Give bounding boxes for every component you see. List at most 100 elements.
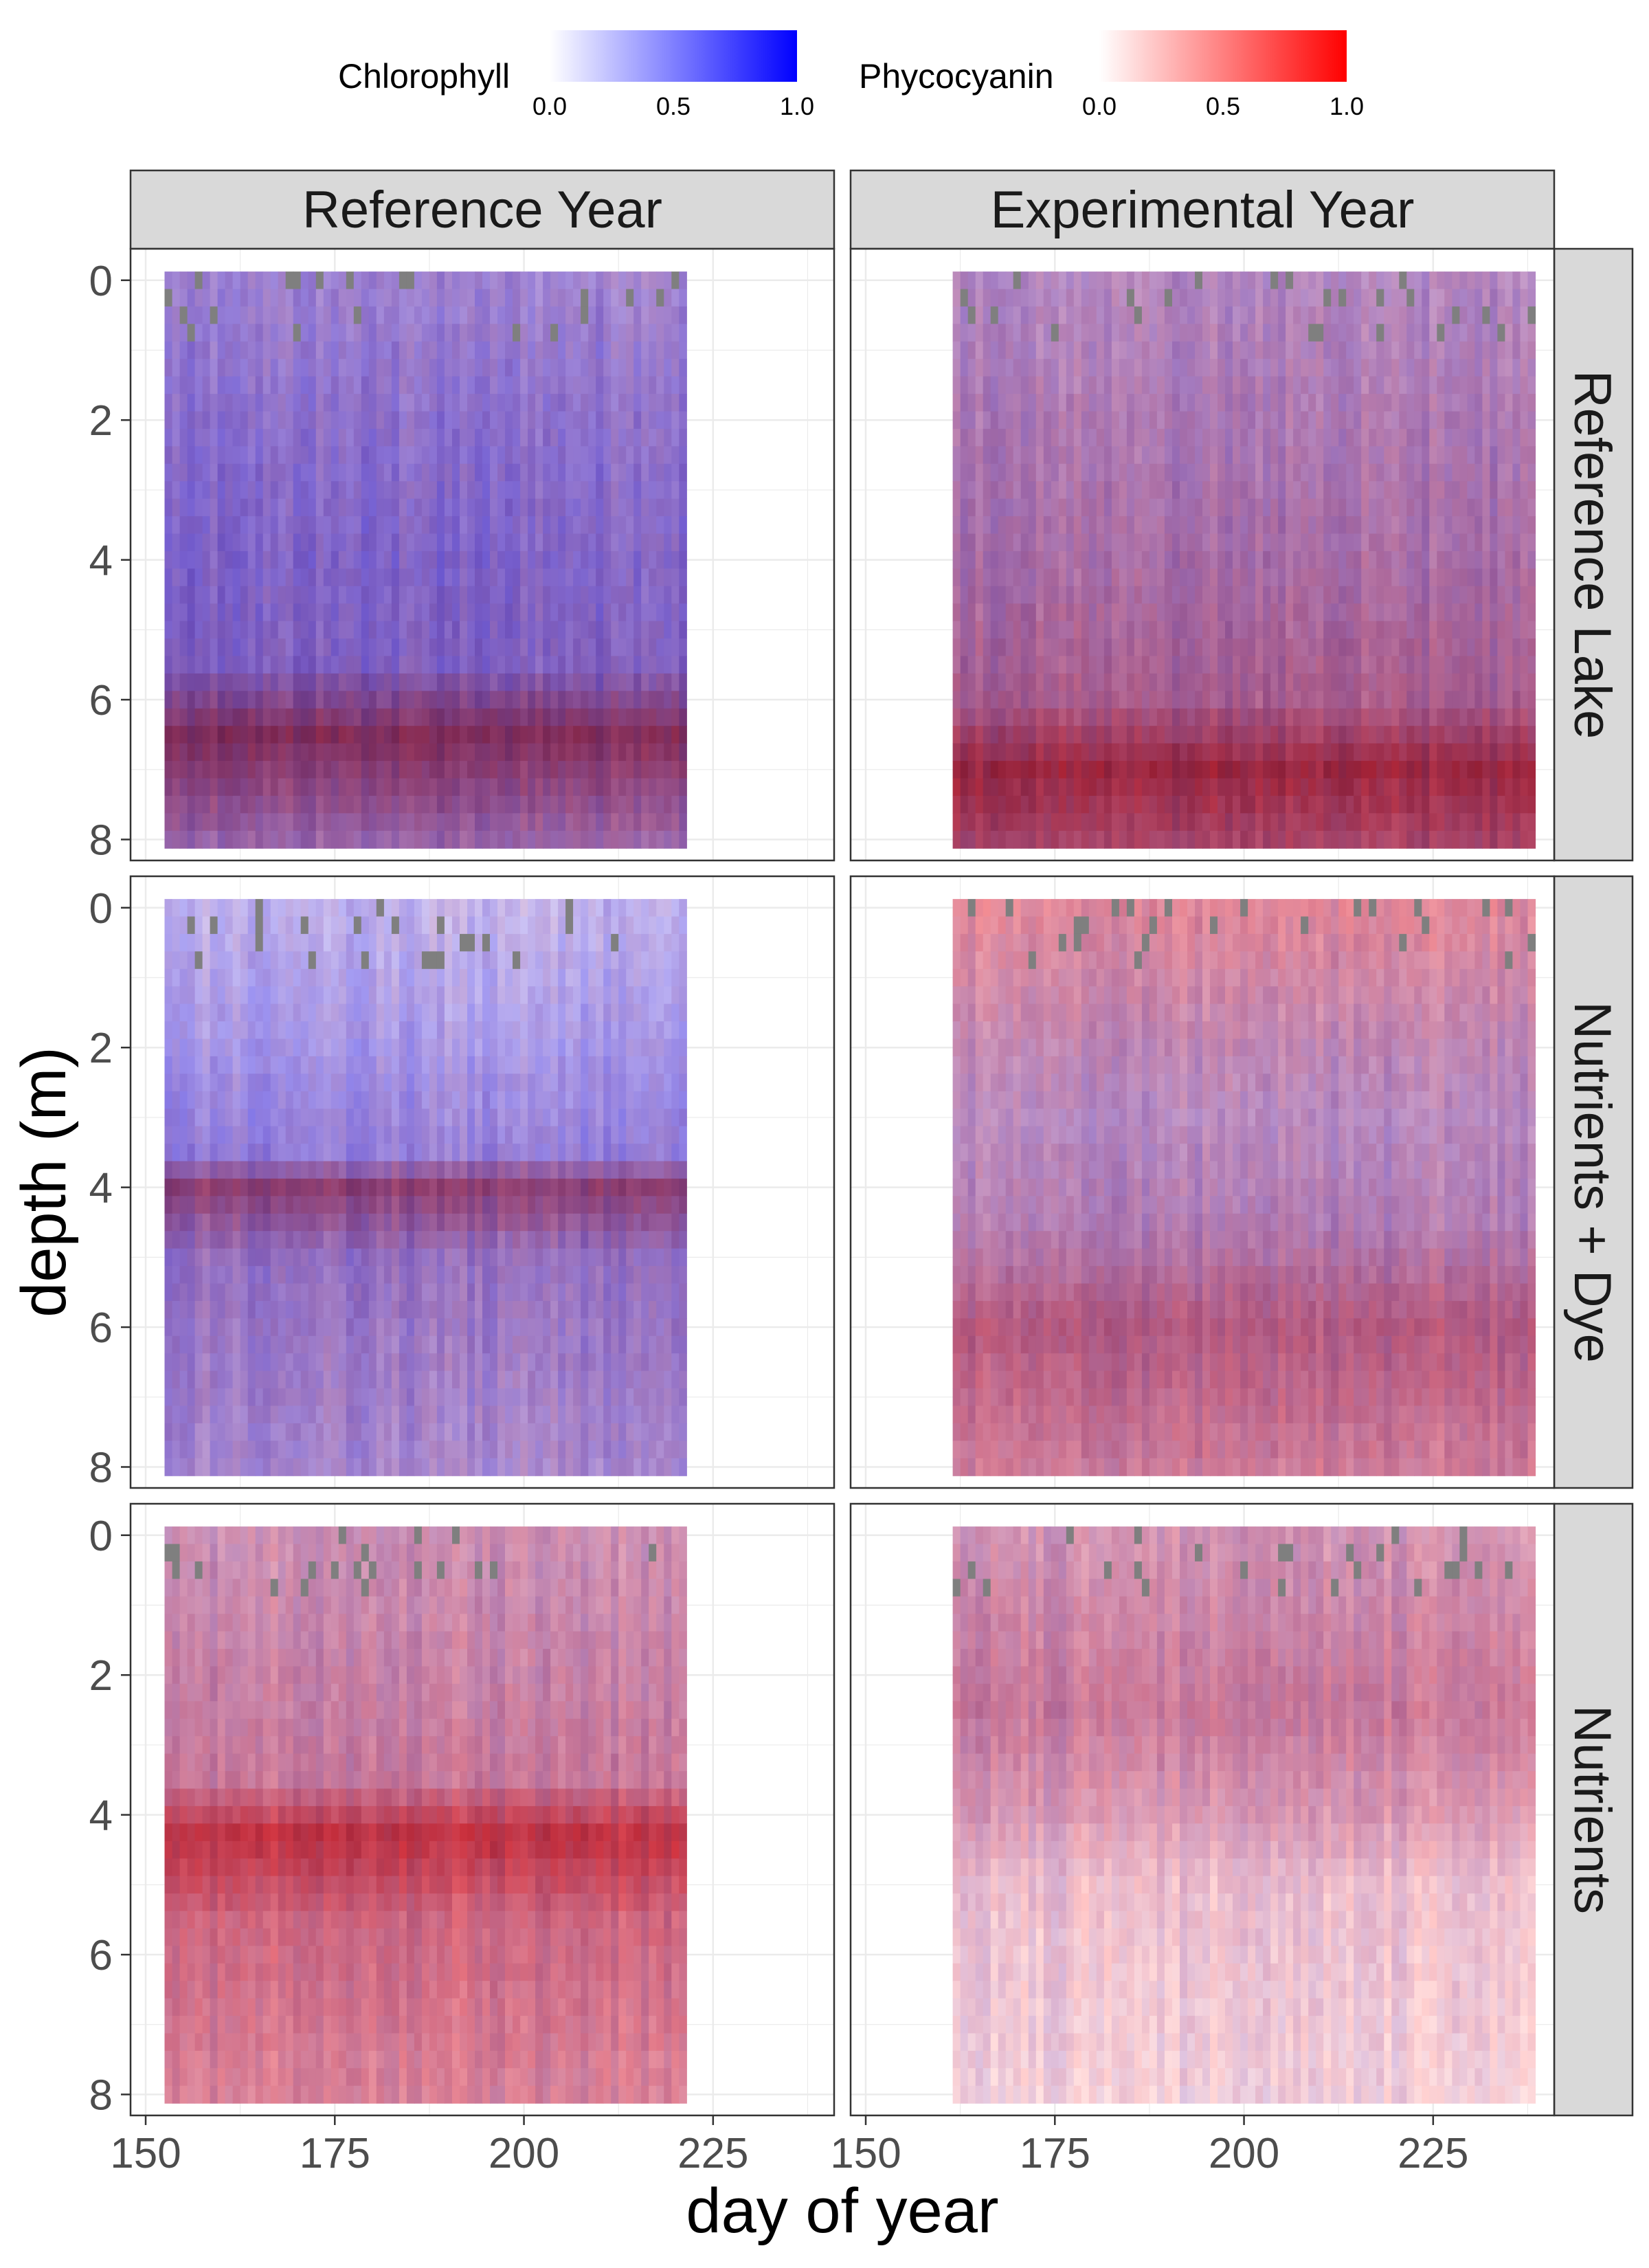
heatmap-cell bbox=[543, 306, 551, 324]
heatmap-cell bbox=[172, 656, 181, 674]
heatmap-cell bbox=[1270, 691, 1279, 709]
heatmap-cell bbox=[497, 743, 506, 761]
heatmap-cell bbox=[952, 761, 961, 779]
heatmap-cell bbox=[960, 795, 969, 814]
heatmap-cell bbox=[565, 324, 574, 342]
heatmap-cell bbox=[368, 341, 377, 359]
heatmap-cell bbox=[1248, 324, 1256, 342]
heatmap-cell bbox=[421, 394, 430, 412]
heatmap-cell bbox=[179, 568, 188, 587]
heatmap-cell bbox=[998, 568, 1007, 587]
heatmap-cell bbox=[490, 533, 498, 552]
heatmap-cell bbox=[1180, 813, 1188, 832]
heatmap-cell bbox=[1233, 324, 1241, 342]
heatmap-cell bbox=[603, 568, 612, 587]
heatmap-cell bbox=[1005, 603, 1014, 622]
heatmap-cell bbox=[421, 673, 430, 691]
heatmap-cell bbox=[323, 516, 332, 535]
heatmap-cell bbox=[633, 533, 642, 552]
heatmap-cell bbox=[1437, 271, 1445, 290]
heatmap-cell bbox=[1301, 603, 1309, 622]
heatmap-cell bbox=[1263, 726, 1271, 744]
heatmap-cell bbox=[1051, 533, 1059, 552]
heatmap-cell bbox=[641, 271, 649, 290]
heatmap-cell bbox=[1520, 341, 1529, 359]
heatmap-cell bbox=[1316, 481, 1324, 500]
heatmap-cell bbox=[1081, 551, 1090, 569]
heatmap-cell bbox=[1210, 394, 1218, 412]
heatmap-cell bbox=[1103, 795, 1112, 814]
heatmap-cell bbox=[293, 743, 302, 761]
heatmap-cell bbox=[1028, 778, 1037, 797]
heatmap-cell bbox=[1452, 551, 1460, 569]
heatmap-cell bbox=[641, 289, 649, 307]
heatmap-cell bbox=[330, 568, 339, 587]
heatmap-cell bbox=[421, 428, 430, 447]
heatmap-cell bbox=[1512, 289, 1521, 307]
heatmap-cell bbox=[528, 533, 536, 552]
heatmap-cell bbox=[1452, 673, 1460, 691]
heatmap-cell bbox=[543, 673, 551, 691]
heatmap-cell bbox=[194, 411, 203, 430]
heatmap-cell bbox=[1043, 708, 1052, 726]
heatmap-cell bbox=[1164, 813, 1173, 832]
heatmap-cell bbox=[535, 324, 543, 342]
heatmap-cell bbox=[497, 603, 506, 622]
heatmap-cell bbox=[1429, 568, 1437, 587]
heatmap-cell bbox=[611, 708, 619, 726]
heatmap-cell bbox=[952, 778, 961, 797]
heatmap-cell bbox=[990, 271, 999, 290]
heatmap-cell bbox=[376, 603, 385, 622]
heatmap-cell bbox=[1111, 516, 1120, 535]
heatmap-cell bbox=[399, 428, 407, 447]
heatmap-cell bbox=[1444, 795, 1452, 814]
heatmap-cell bbox=[998, 743, 1007, 761]
heatmap-cell bbox=[1338, 481, 1347, 500]
heatmap-cell bbox=[429, 586, 438, 604]
heatmap-cell bbox=[308, 708, 317, 726]
heatmap-cell bbox=[179, 1021, 188, 1040]
heatmap-cell bbox=[679, 394, 687, 412]
heatmap-cell bbox=[278, 568, 287, 587]
heatmap-cell bbox=[998, 516, 1007, 535]
heatmap-cell bbox=[232, 516, 241, 535]
heatmap-cell bbox=[1233, 568, 1241, 587]
heatmap-cell bbox=[565, 481, 574, 500]
heatmap-cell bbox=[1164, 533, 1173, 552]
heatmap-cell bbox=[1293, 638, 1301, 657]
heatmap-cell bbox=[664, 586, 672, 604]
heatmap-cell bbox=[952, 481, 961, 500]
heatmap-cell bbox=[323, 289, 332, 307]
heatmap-cell bbox=[1134, 324, 1143, 342]
heatmap-cell bbox=[391, 568, 400, 587]
heatmap-cell bbox=[543, 341, 551, 359]
heatmap-cell bbox=[1035, 394, 1044, 412]
heatmap-cell bbox=[1406, 359, 1415, 377]
heatmap-cell bbox=[1331, 533, 1339, 552]
heatmap-cell bbox=[633, 726, 642, 744]
heatmap-cell bbox=[1134, 394, 1143, 412]
heatmap-cell bbox=[596, 638, 604, 657]
heatmap-cell bbox=[990, 726, 999, 744]
heatmap-cell bbox=[983, 516, 991, 535]
heatmap-cell bbox=[671, 341, 680, 359]
heatmap-cell bbox=[1384, 778, 1392, 797]
heatmap-cell bbox=[1028, 394, 1037, 412]
heatmap-cell bbox=[520, 481, 528, 500]
heatmap-cell bbox=[210, 359, 218, 377]
heatmap-cell bbox=[361, 428, 370, 447]
heatmap-cell bbox=[436, 603, 445, 622]
heatmap-cell bbox=[278, 603, 287, 622]
heatmap-cell bbox=[475, 726, 483, 744]
heatmap-cell bbox=[671, 551, 680, 569]
heatmap-cell bbox=[641, 551, 649, 569]
heatmap-cell bbox=[172, 1109, 181, 1127]
heatmap-cell bbox=[497, 726, 506, 744]
heatmap-cell bbox=[573, 533, 581, 552]
heatmap-cell bbox=[452, 359, 460, 377]
heatmap-cell bbox=[1088, 289, 1097, 307]
heatmap-cell bbox=[444, 324, 453, 342]
heatmap-cell bbox=[1505, 324, 1513, 342]
heatmap-cell bbox=[1233, 498, 1241, 517]
heatmap-cell bbox=[1081, 481, 1090, 500]
